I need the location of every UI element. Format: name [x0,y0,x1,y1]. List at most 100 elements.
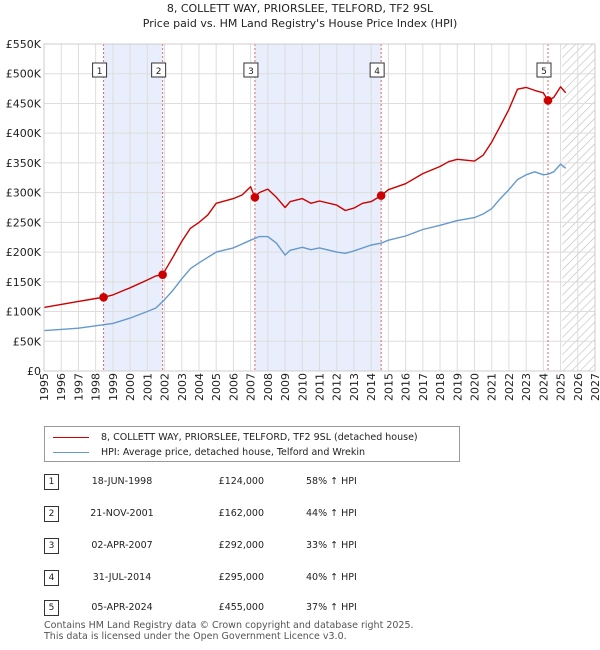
sale-label: 1 [97,67,103,77]
sale-marker [543,96,553,105]
sale-marker [99,292,108,302]
sale-hpi: 37% ↑ HPI [306,602,357,613]
x-tick-label: 2009 [279,373,292,401]
legend-item-hpi: HPI: Average price, detached house, Telf… [53,445,365,459]
y-tick-label: £350K [6,157,42,170]
x-tick-label: 1996 [55,373,68,401]
legend-label-property: 8, COLLETT WAY, PRIORSLEE, TELFORD, TF2 … [101,431,418,443]
x-tick-label: 2027 [589,373,600,401]
footer-line-licence: This data is licensed under the Open Gov… [44,631,347,642]
y-tick-label: £200K [6,246,42,259]
x-tick-label: 2017 [417,373,430,401]
sale-date: 18-JUN-1998 [91,476,153,487]
table-row: 4 31-JUL-2014 £295,000 40% ↑ HPI [44,570,464,588]
x-tick-label: 2021 [486,373,499,401]
x-tick-label: 1997 [72,373,85,401]
y-tick-label: £50K [13,335,42,348]
y-tick-label: £550K [6,38,42,51]
x-tick-label: 1995 [38,373,51,401]
sale-number: 2 [44,506,59,522]
table-row: 1 18-JUN-1998 £124,000 58% ↑ HPI [44,474,464,492]
sale-label-box [369,62,385,78]
y-tick-label: £300K [6,187,42,200]
x-tick-label: 2020 [468,373,481,401]
forecast-region [562,44,595,371]
x-tick-label: 2004 [193,373,206,401]
x-tick-label: 2019 [451,373,464,401]
x-tick-label: 2014 [365,373,378,401]
sale-price: £295,000 [218,572,264,583]
sale-number: 5 [44,600,59,616]
sale-number: 4 [44,570,59,586]
chart-legend: 8, COLLETT WAY, PRIORSLEE, TELFORD, TF2 … [44,426,460,462]
legend-swatch-hpi [53,451,89,453]
x-tick-label: 2008 [262,373,275,401]
table-row: 2 21-NOV-2001 £162,000 44% ↑ HPI [44,506,464,524]
sale-date: 31-JUL-2014 [92,572,152,583]
x-tick-label: 2011 [314,373,327,401]
sale-date: 05-APR-2024 [91,602,153,613]
legend-swatch-property [53,436,89,438]
sale-label: 4 [374,67,380,77]
x-tick-label: 2018 [434,373,447,401]
sale-marker [376,191,386,200]
sale-label-box [243,62,259,78]
y-tick-label: £100K [6,306,42,319]
x-tick-label: 2015 [382,373,395,401]
sale-number: 1 [44,474,59,490]
sale-price: £292,000 [218,540,264,551]
chart-title: 8, COLLETT WAY, PRIORSLEE, TELFORD, TF2 … [167,2,434,15]
x-tick-label: 2012 [331,373,344,401]
sale-label-box [92,62,108,78]
x-tick-label: 2001 [141,373,154,401]
sale-price: £455,000 [218,602,264,613]
sale-number: 3 [44,538,59,554]
sale-marker [158,270,167,279]
y-tick-label: £150K [6,276,42,289]
sale-label-box [536,62,552,78]
sale-label-box [151,62,167,78]
x-tick-label: 2026 [572,373,585,401]
sale-label: 2 [156,67,162,77]
sale-label: 3 [248,67,254,77]
chart-subtitle: Price paid vs. HM Land Registry's House … [143,17,458,30]
y-tick-label: £250K [6,216,42,229]
footer-line-copyright: Contains HM Land Registry data © Crown c… [44,620,414,631]
x-tick-label: 2007 [245,373,258,401]
table-row: 5 05-APR-2024 £455,000 37% ↑ HPI [44,600,464,618]
x-tick-label: 1999 [107,373,120,401]
x-tick-label: 2022 [503,373,516,401]
x-tick-label: 2013 [348,373,361,401]
y-tick-label: £500K [6,68,42,81]
sale-date: 02-APR-2007 [91,540,153,551]
series-line-hpi [43,163,567,332]
x-tick-label: 2016 [400,373,413,401]
y-tick-label: £0 [27,365,41,378]
y-tick-label: £400K [6,127,42,140]
sale-hpi: 44% ↑ HPI [306,508,357,519]
x-tick-label: 2002 [159,373,172,401]
price-chart: 8, COLLETT WAY, PRIORSLEE, TELFORD, TF2 … [6,2,600,401]
shaded-period [254,44,382,371]
x-tick-label: 2024 [537,373,550,401]
sale-hpi: 40% ↑ HPI [306,572,357,583]
x-tick-label: 2010 [296,373,309,401]
legend-item-property: 8, COLLETT WAY, PRIORSLEE, TELFORD, TF2 … [53,430,418,444]
x-tick-label: 2003 [176,373,189,401]
legend-label-hpi: HPI: Average price, detached house, Telf… [101,446,366,458]
x-tick-label: 2005 [210,373,223,401]
sale-price: £124,000 [218,476,264,487]
sale-price: £162,000 [218,508,264,519]
x-tick-label: 2025 [555,373,568,401]
sale-hpi: 58% ↑ HPI [306,476,357,487]
x-tick-label: 1998 [90,373,103,401]
plot-frame [43,43,596,372]
sale-hpi: 33% ↑ HPI [306,540,357,551]
x-tick-label: 2006 [227,373,240,401]
footer-note: Contains HM Land Registry data © Crown c… [44,620,414,642]
sale-marker [250,193,260,202]
x-tick-label: 2023 [520,373,533,401]
table-row: 3 02-APR-2007 £292,000 33% ↑ HPI [44,538,464,556]
sale-date: 21-NOV-2001 [90,508,154,519]
x-tick-label: 2000 [124,373,137,401]
